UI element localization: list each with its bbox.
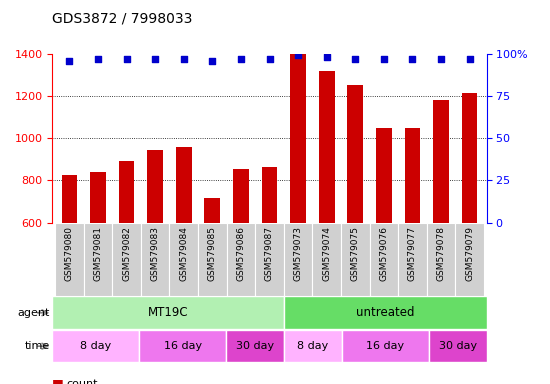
Bar (176, 147, 191, 223)
Bar (262, 167, 277, 223)
Text: untreated: untreated (356, 306, 415, 319)
Text: 8 day: 8 day (80, 341, 111, 351)
Bar (141, 223, 169, 296)
Point (151, 56, 160, 62)
Text: GSM579077: GSM579077 (408, 227, 417, 281)
Text: 30 day: 30 day (236, 341, 274, 351)
Point (94, 56, 102, 62)
Text: GSM579086: GSM579086 (236, 227, 245, 281)
Text: GSM579083: GSM579083 (151, 227, 160, 281)
Text: 30 day: 30 day (439, 341, 477, 351)
Bar (319, 71, 334, 223)
Bar (169, 223, 198, 296)
Point (236, 56, 245, 62)
Bar (226, 330, 284, 362)
Text: count: count (66, 379, 97, 384)
Text: 16 day: 16 day (163, 341, 202, 351)
Bar (376, 127, 392, 223)
Bar (284, 330, 342, 362)
Text: GSM579080: GSM579080 (65, 227, 74, 281)
Point (265, 56, 274, 62)
Point (437, 56, 446, 62)
Text: GSM579087: GSM579087 (265, 227, 274, 281)
Text: GSM579081: GSM579081 (94, 227, 102, 281)
Bar (227, 223, 255, 296)
Point (65, 58, 74, 64)
Text: 16 day: 16 day (366, 341, 404, 351)
Bar (398, 223, 427, 296)
Bar (455, 223, 484, 296)
Bar (284, 296, 487, 329)
Bar (462, 93, 477, 223)
Point (179, 56, 188, 62)
Text: time: time (24, 341, 50, 351)
Bar (370, 223, 398, 296)
Point (122, 56, 131, 62)
Text: GSM579074: GSM579074 (322, 227, 331, 281)
Bar (429, 330, 487, 362)
Bar (112, 223, 141, 296)
Bar (147, 150, 163, 223)
Text: 8 day: 8 day (298, 341, 328, 351)
Text: MT19C: MT19C (148, 306, 189, 319)
Bar (52, 296, 284, 329)
Bar (341, 223, 370, 296)
Text: GSM579073: GSM579073 (294, 227, 302, 281)
Bar (290, 55, 306, 223)
Bar (405, 127, 420, 223)
Bar (62, 175, 77, 223)
Bar (90, 172, 106, 223)
Text: GSM579085: GSM579085 (208, 227, 217, 281)
Point (294, 52, 302, 58)
Bar (55, 223, 84, 296)
Bar (312, 223, 341, 296)
Bar (284, 223, 312, 296)
Text: GDS3872 / 7998033: GDS3872 / 7998033 (52, 12, 192, 25)
Text: agent: agent (17, 308, 50, 318)
Point (208, 58, 217, 64)
Text: GSM579082: GSM579082 (122, 227, 131, 281)
Point (465, 56, 474, 62)
Bar (52, 330, 139, 362)
Point (379, 56, 388, 62)
Bar (342, 330, 429, 362)
Point (322, 54, 331, 60)
Bar (119, 161, 134, 223)
Bar (139, 330, 226, 362)
Bar (255, 223, 284, 296)
Bar (233, 169, 249, 223)
Bar (84, 223, 112, 296)
Text: ■: ■ (52, 377, 68, 384)
Bar (198, 223, 227, 296)
Bar (348, 85, 363, 223)
Text: GSM579084: GSM579084 (179, 227, 188, 281)
Bar (205, 198, 220, 223)
Text: GSM579079: GSM579079 (465, 227, 474, 281)
Text: GSM579078: GSM579078 (437, 227, 446, 281)
Bar (427, 223, 455, 296)
Text: GSM579076: GSM579076 (379, 227, 388, 281)
Text: GSM579075: GSM579075 (351, 227, 360, 281)
Point (408, 56, 417, 62)
Point (351, 56, 360, 62)
Bar (433, 100, 449, 223)
